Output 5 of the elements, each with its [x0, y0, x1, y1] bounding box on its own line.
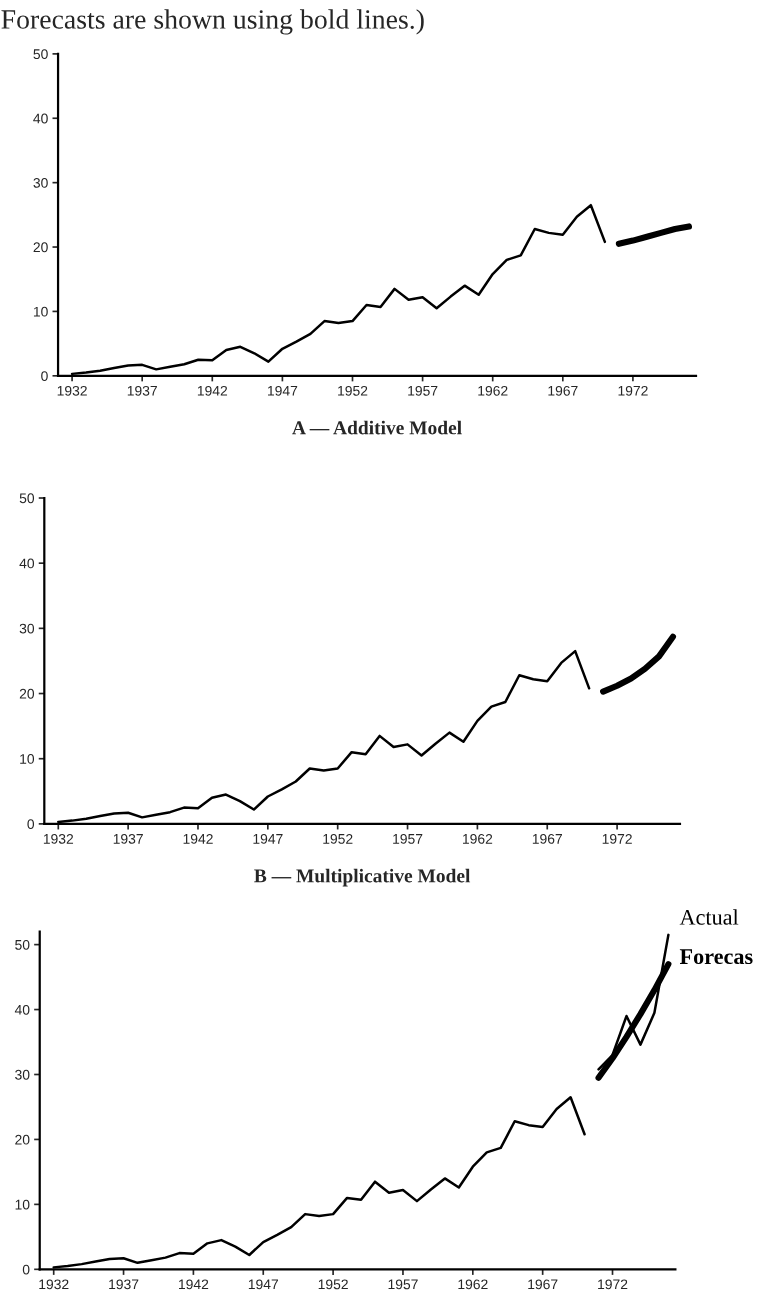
x-axis-title: B — Multiplicative Model — [254, 868, 471, 887]
series-label: Actual — [679, 909, 739, 925]
chart-title: Forecasts are shown using bold lines.) — [1, 9, 424, 35]
x-axis-title: A — Additive Model — [292, 420, 462, 435]
series-label: Forecas — [679, 949, 753, 965]
